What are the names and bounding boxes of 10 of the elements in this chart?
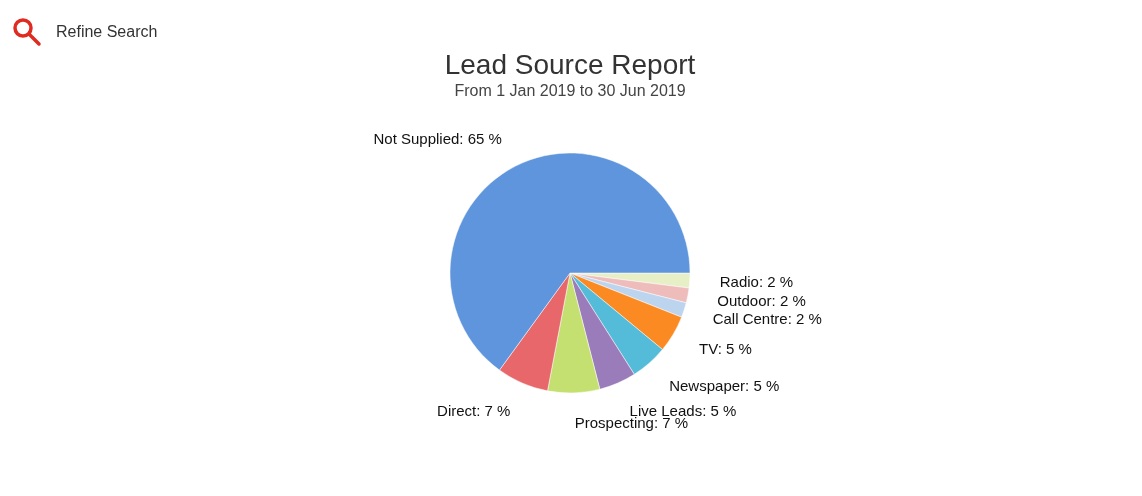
slice-label: Outdoor: 2 % (717, 292, 806, 310)
text: Refine Search (56, 23, 158, 41)
slice-label: Not Supplied: 65 % (373, 130, 502, 148)
slice-label: Radio: 2 % (719, 273, 794, 291)
slice-label: Direct: 7 % (437, 401, 511, 419)
slice-label: Newspaper: 5 % (669, 376, 780, 394)
slice-label: TV: 5 % (699, 340, 752, 358)
slice-label: Call Centre: 2 % (712, 310, 822, 328)
chart-subtitle: From 1 Jan 2019 to 30 Jun 2019 (454, 82, 686, 99)
chart-title: Lead Source Report (444, 49, 696, 80)
